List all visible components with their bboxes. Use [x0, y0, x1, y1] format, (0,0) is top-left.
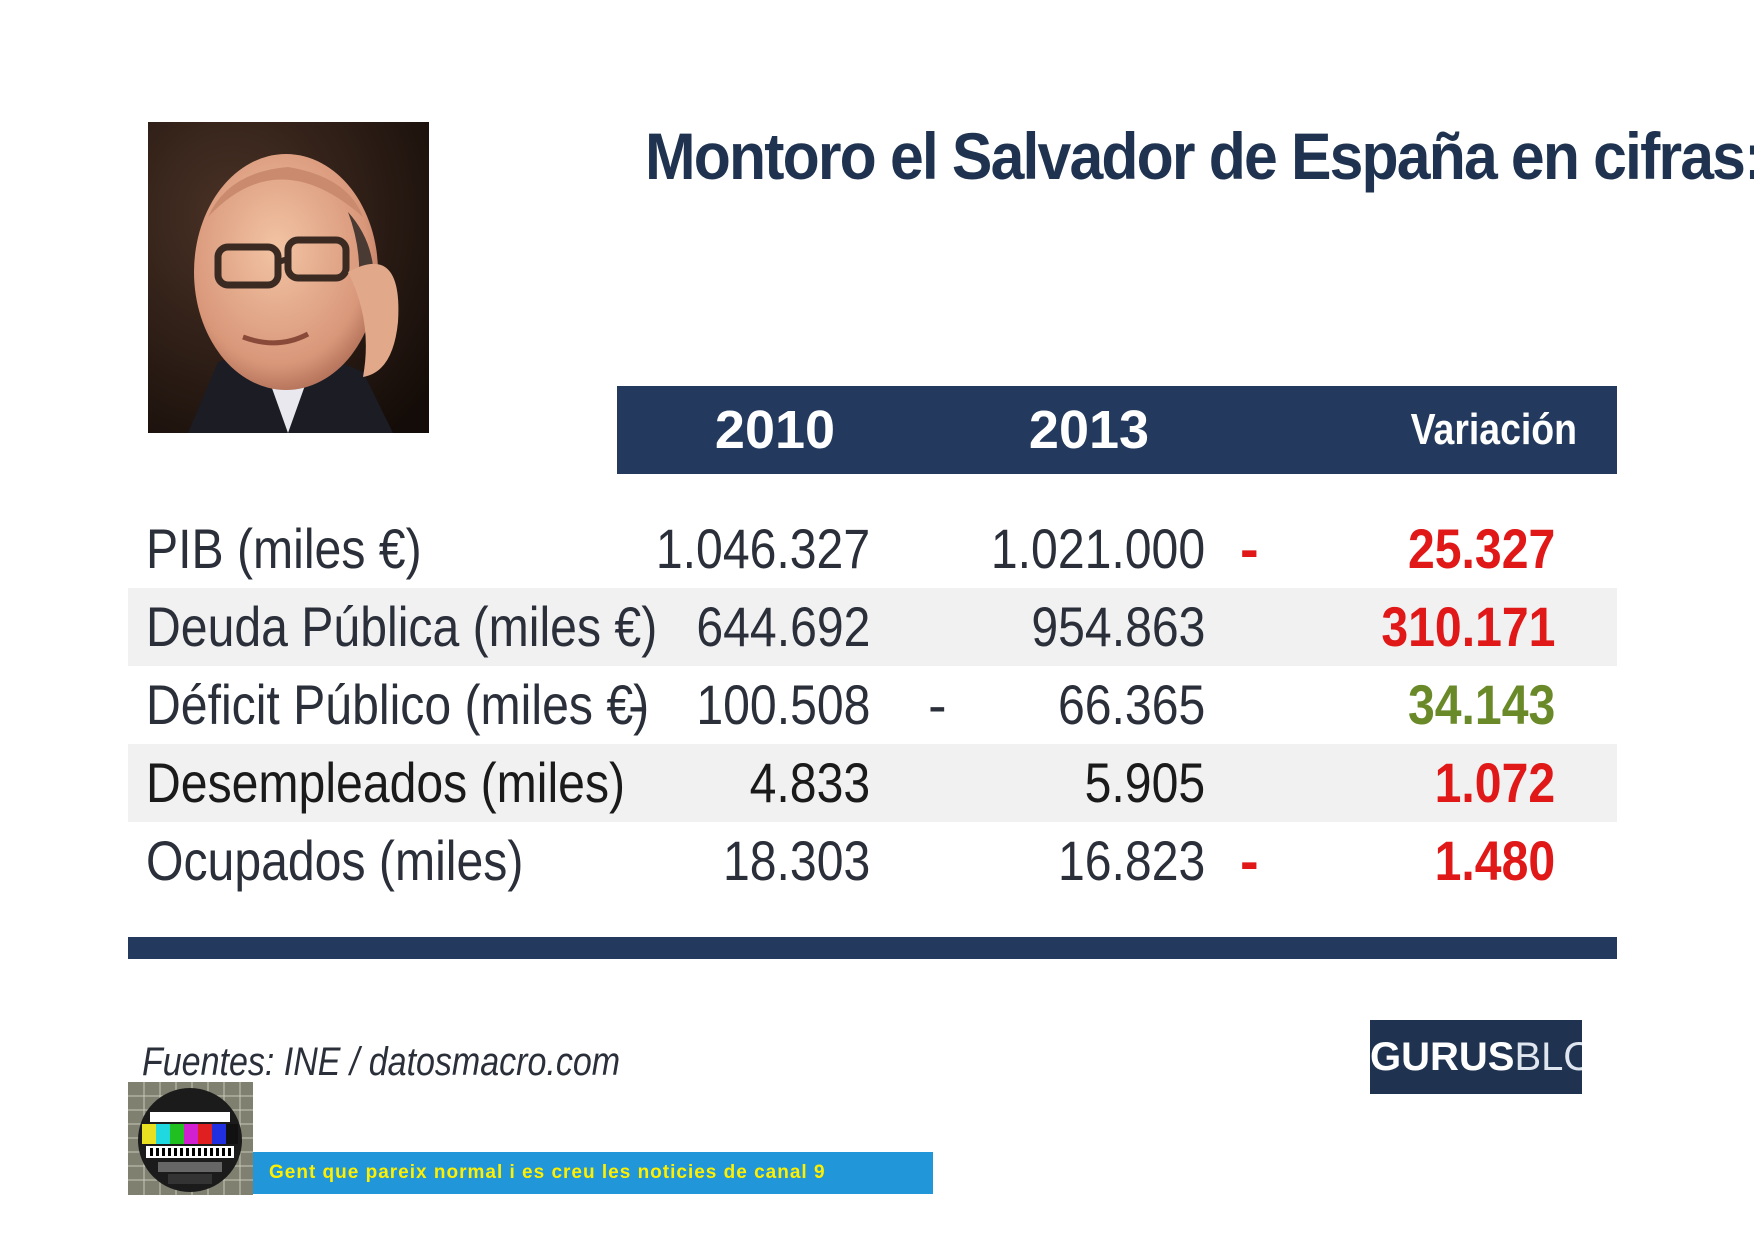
caption-banner: Gent que pareix normal i es creu les not… [253, 1152, 933, 1194]
header-2010: 2010 [714, 400, 836, 460]
variation-sign: - [1240, 517, 1259, 580]
source-note: Fuentes: INE / datosmacro.com [142, 1040, 621, 1084]
value-2010: 18.303 [722, 829, 870, 892]
value-2010: 644.692 [695, 595, 870, 658]
table-row: Deuda Pública (miles €) 644.692 954.863 … [128, 588, 1617, 666]
table-row: PIB (miles €) 1.046.327 1.021.000 - 25.3… [128, 510, 1617, 588]
value-2013: 66.365 [1057, 673, 1205, 736]
value-2013: 16.823 [1057, 829, 1205, 892]
variation-value: 1.072 [1434, 751, 1555, 814]
row-label: Ocupados (miles) [146, 829, 524, 892]
header-variation: Variación [1410, 405, 1577, 454]
table-row: Déficit Público (miles €) - 100.508 - 66… [128, 666, 1617, 744]
row-label: Déficit Público (miles €) [146, 673, 650, 736]
value-2013: 954.863 [1030, 595, 1205, 658]
row-label: Deuda Pública (miles €) [146, 595, 658, 658]
portrait-photo [148, 122, 429, 433]
logo-bold-text: GURUS [1370, 1035, 1515, 1079]
variation-sign: - [1240, 829, 1259, 892]
table-row: Desempleados (miles) 4.833 5.905 1.072 [128, 744, 1617, 822]
variation-value: 1.480 [1434, 829, 1555, 892]
page-title: Montoro el Salvador de España en cifras: [645, 119, 1754, 193]
row-label: Desempleados (miles) [146, 751, 626, 814]
row-label: PIB (miles €) [146, 517, 422, 580]
value-2013: 5.905 [1084, 751, 1205, 814]
value-2013-sign: - [928, 673, 947, 736]
label-suffix-sign: - [628, 673, 647, 736]
tv-test-pattern-icon [128, 1082, 253, 1195]
value-2010: 4.833 [749, 751, 870, 814]
value-2010: 1.046.327 [655, 517, 870, 580]
header-2013: 2013 [1028, 400, 1150, 460]
portrait-illustration [148, 122, 429, 433]
variation-value: 310.171 [1380, 595, 1555, 658]
table-bottom-rule [128, 937, 1617, 959]
table-row: Ocupados (miles) 18.303 16.823 - 1.480 [128, 822, 1617, 900]
value-2013: 1.021.000 [990, 517, 1205, 580]
variation-value: 34.143 [1407, 673, 1555, 736]
table-header: 2010 2013 Variación [617, 386, 1617, 474]
variation-value: 25.327 [1407, 517, 1555, 580]
value-2010: 100.508 [695, 673, 870, 736]
